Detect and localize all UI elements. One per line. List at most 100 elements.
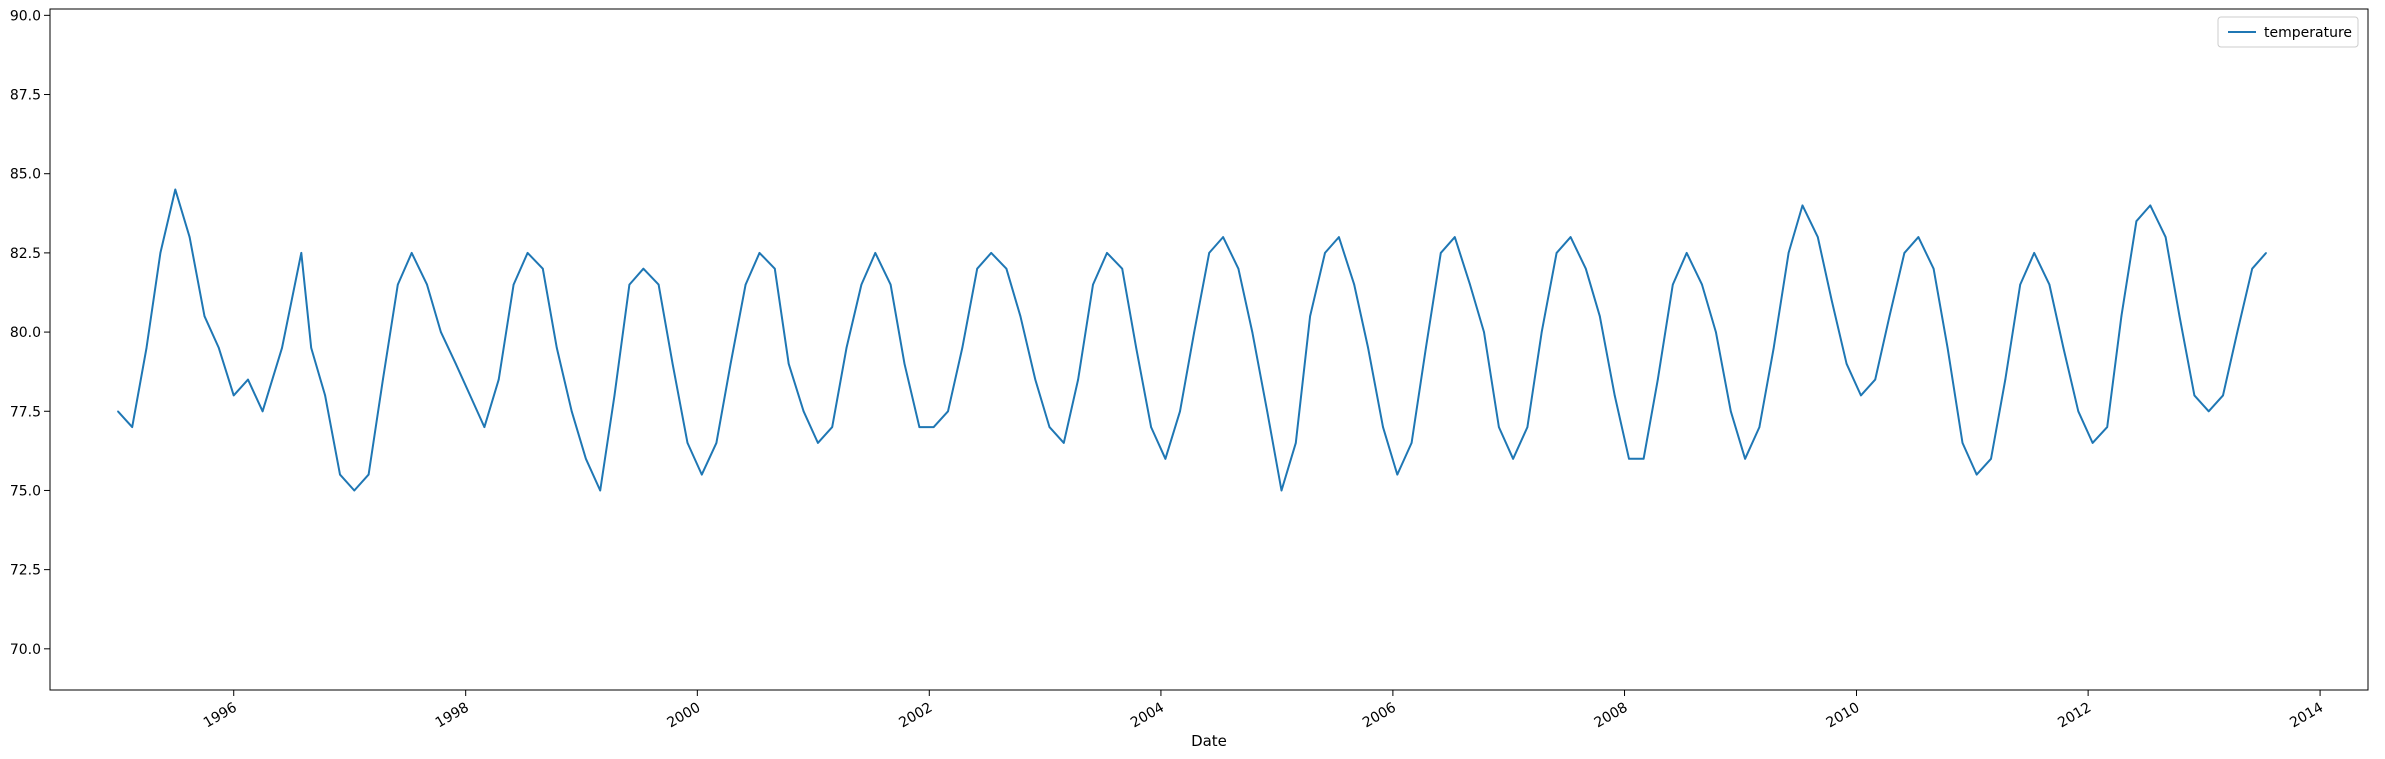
data-point	[642, 267, 645, 270]
data-point	[203, 315, 206, 318]
data-point	[261, 410, 264, 413]
data-point	[1772, 347, 1775, 349]
data-point	[1555, 252, 1558, 254]
data-point	[1222, 236, 1224, 238]
data-point	[1569, 236, 1572, 238]
y-tick-label: 80.0	[10, 325, 41, 341]
legend-box	[2217, 16, 2359, 48]
data-point	[1961, 442, 1964, 444]
data-point	[1685, 252, 1688, 254]
data-point	[1121, 267, 1123, 270]
data-point	[671, 363, 674, 365]
data-point	[787, 363, 790, 365]
data-point	[1324, 252, 1326, 254]
data-point	[2222, 394, 2224, 397]
data-point	[2164, 236, 2167, 238]
data-point	[1888, 315, 1891, 318]
data-point	[831, 426, 833, 428]
data-point	[426, 283, 428, 286]
data-point	[817, 442, 819, 444]
data-point	[2135, 220, 2138, 222]
data-point	[1396, 473, 1399, 476]
data-point	[1642, 458, 1645, 460]
data-point	[947, 410, 949, 413]
data-point	[2193, 394, 2196, 397]
data-point	[1917, 236, 1920, 238]
data-point	[232, 394, 235, 397]
series-layer	[117, 188, 2267, 492]
data-point	[657, 283, 660, 286]
data-point	[2251, 267, 2253, 270]
data-point	[932, 426, 935, 428]
data-point	[440, 331, 442, 333]
data-point	[1874, 378, 1876, 381]
y-tick-label: 82.5	[10, 246, 41, 262]
data-point	[2048, 283, 2051, 286]
data-point	[339, 473, 341, 476]
data-point	[715, 442, 718, 444]
data-point	[455, 363, 457, 365]
data-point	[300, 252, 303, 254]
data-point	[1019, 315, 1022, 318]
data-point	[1164, 458, 1167, 460]
data-point	[1077, 378, 1079, 381]
data-point	[744, 283, 747, 286]
data-point	[2077, 410, 2080, 413]
data-point	[1483, 331, 1485, 333]
data-point	[1092, 283, 1094, 286]
data-point	[2062, 347, 2065, 349]
data-point	[512, 283, 515, 286]
data-point	[2004, 378, 2007, 381]
data-point	[145, 347, 148, 349]
data-point	[1179, 410, 1181, 413]
data-point	[1672, 283, 1674, 286]
data-point	[218, 347, 220, 349]
data-point	[1817, 236, 1819, 238]
data-point	[1208, 252, 1210, 254]
data-point	[1628, 458, 1630, 460]
data-point	[2236, 331, 2239, 333]
data-point	[1730, 410, 1732, 413]
y-tick-label: 75.0	[10, 483, 41, 499]
data-point	[1048, 426, 1051, 428]
data-point	[729, 363, 732, 365]
data-point	[397, 283, 399, 286]
data-point	[1540, 331, 1543, 333]
data-point	[310, 347, 313, 349]
data-point	[382, 378, 384, 381]
data-point	[1469, 283, 1471, 286]
data-point	[599, 489, 601, 492]
data-point	[1946, 347, 1949, 349]
data-point	[353, 489, 356, 492]
data-point	[1599, 315, 1601, 318]
data-point	[131, 426, 133, 428]
data-point	[1715, 331, 1717, 333]
data-point	[1498, 426, 1500, 428]
data-point	[1758, 426, 1761, 428]
data-point	[1613, 394, 1616, 397]
data-point	[1744, 458, 1746, 460]
data-point	[526, 252, 529, 254]
data-point	[686, 442, 689, 444]
data-point	[1309, 315, 1311, 318]
data-point	[2178, 315, 2181, 318]
data-point	[1005, 267, 1008, 270]
y-tick-label: 90.0	[10, 8, 41, 24]
data-point	[483, 426, 486, 428]
data-point	[758, 252, 761, 254]
data-point	[410, 252, 413, 254]
data-point	[1830, 299, 1833, 302]
data-point	[1512, 458, 1514, 460]
y-tick-label: 77.5	[10, 404, 41, 420]
data-point	[1295, 442, 1297, 444]
data-point	[1106, 252, 1108, 254]
data-point	[2120, 315, 2123, 318]
data-point	[2033, 252, 2035, 254]
data-point	[802, 410, 805, 413]
data-point	[1932, 267, 1935, 270]
y-axis: 70.0 72.5 75.0 77.5 80.0 82.5 85.0 87.5 90.0	[10, 8, 50, 658]
data-point	[889, 283, 892, 286]
data-point	[2265, 252, 2267, 254]
data-point	[701, 473, 703, 476]
y-tick-label: 72.5	[10, 563, 41, 579]
